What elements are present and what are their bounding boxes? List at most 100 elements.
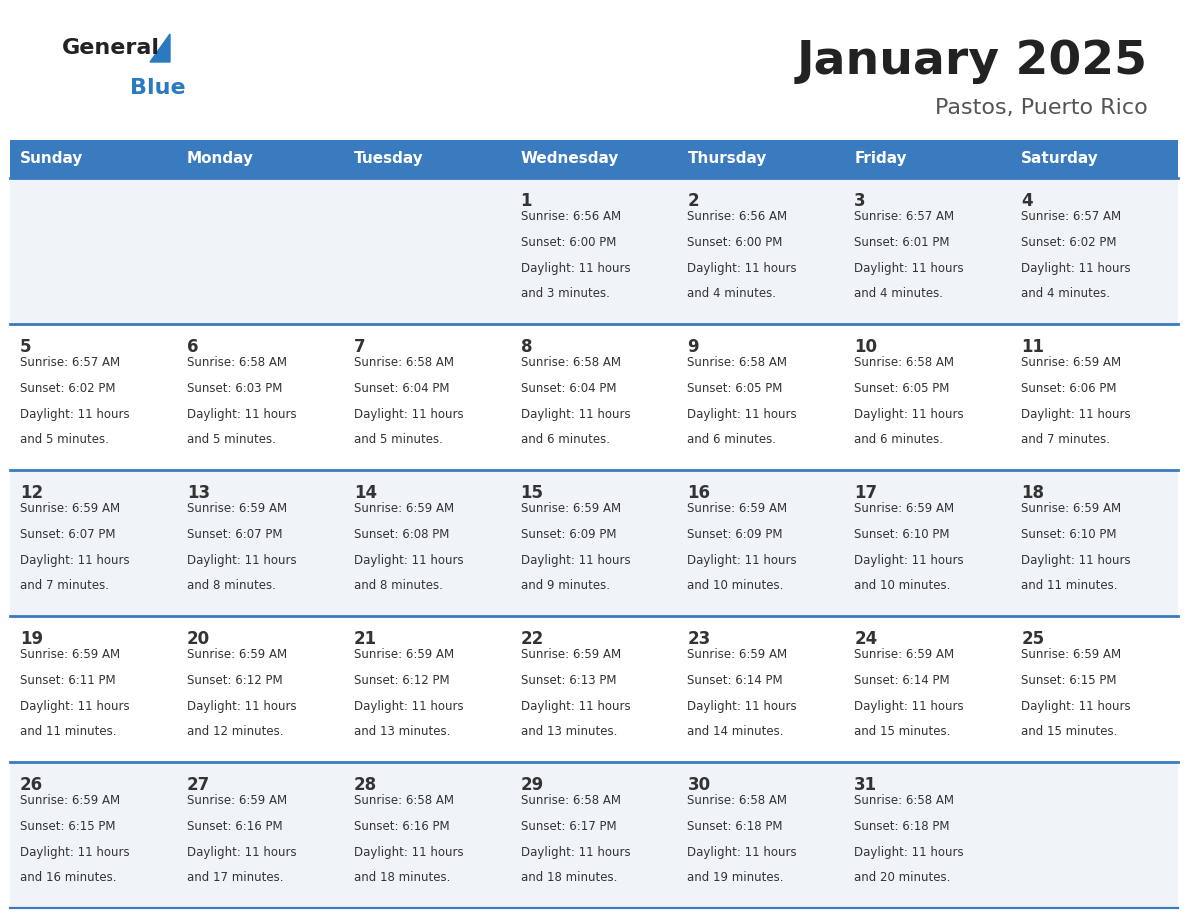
Text: 4: 4 [1022,192,1032,210]
Text: and 5 minutes.: and 5 minutes. [20,433,109,446]
Text: Sunset: 6:04 PM: Sunset: 6:04 PM [354,382,449,395]
Text: 12: 12 [20,484,43,502]
Text: Daylight: 11 hours: Daylight: 11 hours [187,554,297,566]
Text: Sunset: 6:15 PM: Sunset: 6:15 PM [1022,674,1117,687]
Text: 7: 7 [354,338,366,356]
Text: and 19 minutes.: and 19 minutes. [688,871,784,884]
Polygon shape [150,34,170,62]
Text: and 4 minutes.: and 4 minutes. [688,287,777,300]
Text: and 6 minutes.: and 6 minutes. [520,433,609,446]
Text: 21: 21 [354,630,377,648]
Text: Daylight: 11 hours: Daylight: 11 hours [1022,700,1131,712]
Bar [177,140,343,178]
Text: Sunrise: 6:59 AM: Sunrise: 6:59 AM [20,502,120,515]
Text: Sunset: 6:04 PM: Sunset: 6:04 PM [520,382,617,395]
Bar [677,140,845,178]
Text: Tuesday: Tuesday [354,151,423,166]
Text: Sunset: 6:06 PM: Sunset: 6:06 PM [1022,382,1117,395]
Text: January 2025: January 2025 [797,39,1148,84]
Text: Sunset: 6:12 PM: Sunset: 6:12 PM [354,674,449,687]
Bar [343,616,511,762]
Text: 9: 9 [688,338,699,356]
Text: 15: 15 [520,484,544,502]
Bar [177,178,343,324]
Text: 23: 23 [688,630,710,648]
Bar [511,616,677,762]
Bar [343,324,511,470]
Text: 22: 22 [520,630,544,648]
Text: Sunset: 6:09 PM: Sunset: 6:09 PM [688,528,783,541]
Text: Sunset: 6:02 PM: Sunset: 6:02 PM [20,382,115,395]
Text: 1: 1 [520,192,532,210]
Bar [1011,470,1178,616]
Text: 14: 14 [354,484,377,502]
Bar [10,762,177,908]
Text: and 11 minutes.: and 11 minutes. [1022,579,1118,592]
Text: 13: 13 [187,484,210,502]
Text: and 4 minutes.: and 4 minutes. [854,287,943,300]
Text: Sunrise: 6:58 AM: Sunrise: 6:58 AM [688,356,788,369]
Text: Sunrise: 6:59 AM: Sunrise: 6:59 AM [688,502,788,515]
Text: 5: 5 [20,338,32,356]
Bar [845,140,1011,178]
Text: 29: 29 [520,776,544,794]
Text: Sunset: 6:16 PM: Sunset: 6:16 PM [354,820,449,833]
Text: Sunset: 6:09 PM: Sunset: 6:09 PM [520,528,617,541]
Text: Sunrise: 6:59 AM: Sunrise: 6:59 AM [187,794,287,807]
Bar [10,178,177,324]
Text: and 8 minutes.: and 8 minutes. [354,579,443,592]
Text: Pastos, Puerto Rico: Pastos, Puerto Rico [935,98,1148,118]
Text: and 5 minutes.: and 5 minutes. [354,433,443,446]
Text: Sunrise: 6:59 AM: Sunrise: 6:59 AM [1022,502,1121,515]
Text: 10: 10 [854,338,877,356]
Bar [177,762,343,908]
Text: Sunrise: 6:59 AM: Sunrise: 6:59 AM [520,502,620,515]
Text: Daylight: 11 hours: Daylight: 11 hours [688,554,797,566]
Text: 30: 30 [688,776,710,794]
Text: Daylight: 11 hours: Daylight: 11 hours [520,845,630,858]
Text: Sunset: 6:10 PM: Sunset: 6:10 PM [1022,528,1117,541]
Text: Sunrise: 6:59 AM: Sunrise: 6:59 AM [354,648,454,661]
Text: Sunrise: 6:59 AM: Sunrise: 6:59 AM [688,648,788,661]
Text: Sunrise: 6:58 AM: Sunrise: 6:58 AM [354,794,454,807]
Text: and 13 minutes.: and 13 minutes. [520,725,617,738]
Bar [10,140,177,178]
Text: Sunset: 6:13 PM: Sunset: 6:13 PM [520,674,617,687]
Text: and 4 minutes.: and 4 minutes. [1022,287,1110,300]
Text: Sunset: 6:03 PM: Sunset: 6:03 PM [187,382,283,395]
Text: Daylight: 11 hours: Daylight: 11 hours [187,700,297,712]
Text: Daylight: 11 hours: Daylight: 11 hours [20,408,129,420]
Text: Sunset: 6:05 PM: Sunset: 6:05 PM [688,382,783,395]
Bar [1011,178,1178,324]
Text: Sunset: 6:17 PM: Sunset: 6:17 PM [520,820,617,833]
Text: Wednesday: Wednesday [520,151,619,166]
Text: 3: 3 [854,192,866,210]
Bar [10,470,177,616]
Bar [845,762,1011,908]
Text: and 15 minutes.: and 15 minutes. [854,725,950,738]
Text: Daylight: 11 hours: Daylight: 11 hours [187,845,297,858]
Text: Sunset: 6:00 PM: Sunset: 6:00 PM [688,236,783,249]
Text: 18: 18 [1022,484,1044,502]
Text: and 11 minutes.: and 11 minutes. [20,725,116,738]
Text: Sunday: Sunday [20,151,83,166]
Text: Sunset: 6:14 PM: Sunset: 6:14 PM [688,674,783,687]
Text: and 16 minutes.: and 16 minutes. [20,871,116,884]
Text: Thursday: Thursday [688,151,766,166]
Text: and 20 minutes.: and 20 minutes. [854,871,950,884]
Text: Sunrise: 6:56 AM: Sunrise: 6:56 AM [520,210,620,223]
Text: and 6 minutes.: and 6 minutes. [688,433,777,446]
Text: Sunrise: 6:59 AM: Sunrise: 6:59 AM [20,794,120,807]
Text: and 14 minutes.: and 14 minutes. [688,725,784,738]
Text: Sunrise: 6:58 AM: Sunrise: 6:58 AM [854,356,954,369]
Text: Daylight: 11 hours: Daylight: 11 hours [520,700,630,712]
Bar [511,178,677,324]
Text: Daylight: 11 hours: Daylight: 11 hours [854,408,963,420]
Text: Sunset: 6:11 PM: Sunset: 6:11 PM [20,674,115,687]
Text: Saturday: Saturday [1022,151,1099,166]
Text: and 9 minutes.: and 9 minutes. [520,579,609,592]
Text: Sunrise: 6:59 AM: Sunrise: 6:59 AM [854,648,954,661]
Text: and 7 minutes.: and 7 minutes. [20,579,109,592]
Text: Daylight: 11 hours: Daylight: 11 hours [520,408,630,420]
Text: Sunset: 6:12 PM: Sunset: 6:12 PM [187,674,283,687]
